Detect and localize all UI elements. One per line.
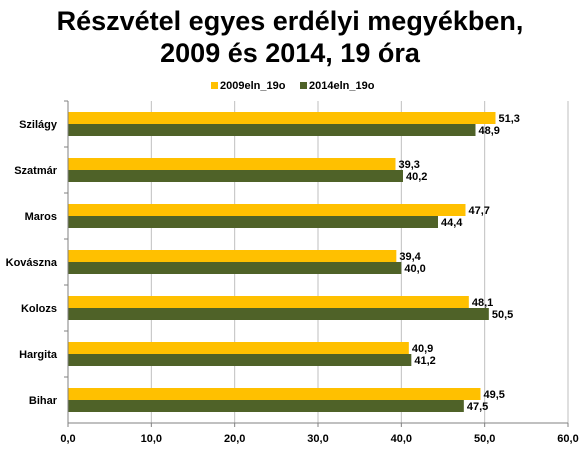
bar-2014eln_19o-Hargita bbox=[68, 354, 412, 366]
chart-title-line-2: 2009 és 2014, 19 óra bbox=[160, 38, 421, 68]
data-label: 48,1 bbox=[472, 297, 493, 309]
legend-label-2014: 2014eln_19o bbox=[309, 80, 375, 92]
bar-2014eln_19o-Szilágy bbox=[68, 124, 476, 136]
axes: 0,0 10,0 20,0 30,0 40,0 50,0 60,0 Szilágy Szatmá… bbox=[6, 100, 579, 445]
data-label: 48,9 bbox=[479, 125, 500, 137]
bar-2014eln_19o-Kolozs bbox=[68, 308, 489, 320]
x-tick-label: 30,0 bbox=[307, 433, 328, 445]
category-label: Kovászna bbox=[6, 257, 58, 269]
data-label: 40,2 bbox=[406, 171, 427, 183]
bar-2009eln_19o-Maros bbox=[68, 204, 466, 216]
legend-label-2009: 2009eln_19o bbox=[220, 80, 286, 92]
bar-2014eln_19o-Maros bbox=[68, 216, 438, 228]
data-label: 47,7 bbox=[469, 205, 490, 217]
legend-swatch-2014 bbox=[300, 82, 307, 89]
bar-2014eln_19o-Kovászna bbox=[68, 262, 402, 274]
data-label: 51,3 bbox=[499, 113, 520, 125]
bar-2009eln_19o-Szatmár bbox=[68, 158, 396, 170]
bar-2009eln_19o-Kovászna bbox=[68, 250, 397, 262]
data-label: 40,9 bbox=[412, 343, 433, 355]
data-label: 44,4 bbox=[441, 217, 463, 229]
data-label: 50,5 bbox=[492, 309, 513, 321]
x-tick-label: 10,0 bbox=[141, 433, 162, 445]
chart-title-line-1: Részvétel egyes erdélyi megyékben, bbox=[57, 6, 524, 36]
data-label: 40,0 bbox=[404, 263, 425, 275]
bar-2014eln_19o-Szatmár bbox=[68, 170, 403, 182]
data-label: 49,5 bbox=[484, 389, 505, 401]
category-label: Szatmár bbox=[14, 165, 58, 177]
data-label: 41,2 bbox=[414, 355, 435, 367]
category-label: Szilágy bbox=[19, 119, 58, 131]
x-tick-label: 40,0 bbox=[391, 433, 412, 445]
bar-2014eln_19o-Bihar bbox=[68, 400, 464, 412]
data-label: 39,4 bbox=[399, 251, 421, 263]
data-label: 39,3 bbox=[399, 159, 420, 171]
bar-2009eln_19o-Szilágy bbox=[68, 112, 496, 124]
x-tick-label: 60,0 bbox=[557, 433, 578, 445]
bars bbox=[68, 112, 496, 412]
bar-2009eln_19o-Bihar bbox=[68, 388, 481, 400]
x-tick-label: 20,0 bbox=[224, 433, 245, 445]
data-label: 47,5 bbox=[467, 401, 488, 413]
legend-swatch-2009 bbox=[211, 82, 218, 89]
x-tick-label: 50,0 bbox=[474, 433, 495, 445]
data-labels: 51,348,9 39,340,2 47,7 44,4 39,440,0 48,150,5… bbox=[399, 113, 520, 413]
category-label: Hargita bbox=[19, 349, 58, 361]
bar-2009eln_19o-Hargita bbox=[68, 342, 409, 354]
x-tick-label: 0,0 bbox=[60, 433, 75, 445]
bar-2009eln_19o-Kolozs bbox=[68, 296, 469, 308]
category-label: Bihar bbox=[29, 395, 58, 407]
category-label: Maros bbox=[25, 211, 57, 223]
category-label: Kolozs bbox=[21, 303, 57, 315]
legend: 2009eln_19o 2014eln_19o bbox=[211, 80, 375, 92]
